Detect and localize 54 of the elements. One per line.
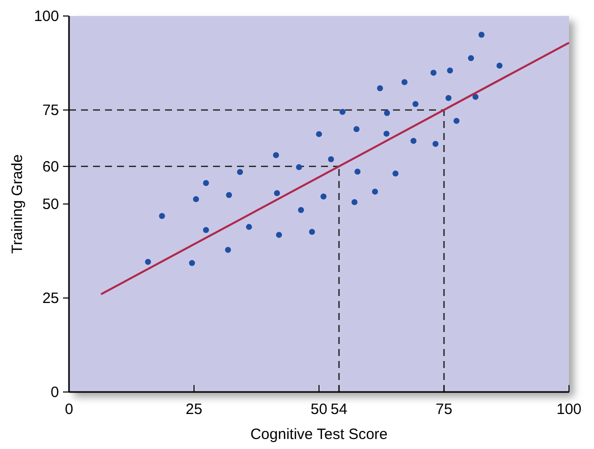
point xyxy=(496,62,502,69)
x-tick-label: 54 xyxy=(330,401,348,418)
x-tick-label: 100 xyxy=(556,401,582,418)
x-tick-label: 50 xyxy=(310,401,328,418)
point xyxy=(273,152,279,158)
y-tick-label: 100 xyxy=(34,8,59,25)
point xyxy=(354,168,360,175)
point xyxy=(478,32,484,38)
point xyxy=(402,79,408,86)
point xyxy=(298,207,304,214)
point xyxy=(412,100,418,107)
point xyxy=(246,224,252,230)
point xyxy=(410,138,416,144)
point xyxy=(354,126,360,132)
point xyxy=(309,228,315,235)
x-tick-label: 75 xyxy=(436,401,452,418)
point xyxy=(432,140,438,147)
point xyxy=(340,108,346,115)
point xyxy=(472,94,478,100)
point xyxy=(145,258,151,265)
point xyxy=(446,94,452,101)
point xyxy=(189,260,195,266)
point xyxy=(320,193,326,200)
point xyxy=(447,68,453,74)
y-tick-label: 75 xyxy=(42,102,59,119)
x-tick-label: 0 xyxy=(64,401,74,418)
x-tick-label: 25 xyxy=(186,401,202,418)
point xyxy=(276,232,282,238)
y-tick-label: 25 xyxy=(42,290,59,307)
point xyxy=(377,85,383,92)
point xyxy=(203,226,209,233)
point xyxy=(384,110,390,116)
y-tick-label: 50 xyxy=(42,196,59,213)
y-axis-title: Training Grade xyxy=(9,154,26,254)
point xyxy=(316,131,322,138)
point xyxy=(296,164,302,170)
point xyxy=(384,130,390,137)
y-tick-label: 0 xyxy=(50,384,59,401)
point xyxy=(392,170,398,177)
point xyxy=(274,190,280,196)
point xyxy=(193,196,199,202)
x-axis-title: Cognitive Test Score xyxy=(250,426,388,443)
point xyxy=(328,156,334,162)
y-tick-label: 60 xyxy=(42,158,59,176)
point xyxy=(468,55,474,62)
point xyxy=(203,180,209,186)
point xyxy=(430,70,436,76)
point xyxy=(225,246,231,253)
point xyxy=(454,118,460,124)
point xyxy=(226,192,232,198)
point xyxy=(352,199,358,206)
point xyxy=(159,213,165,220)
point xyxy=(237,169,243,176)
point xyxy=(372,188,378,195)
